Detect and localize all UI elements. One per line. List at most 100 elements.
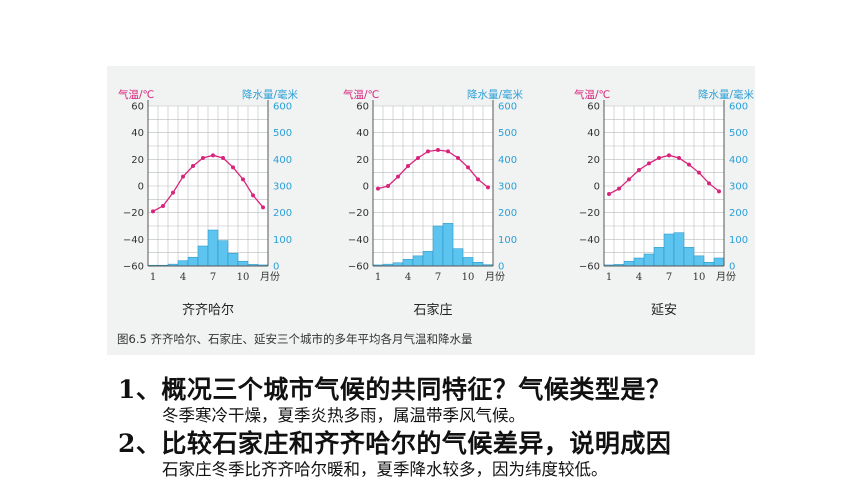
month-unit: 月份 xyxy=(260,271,280,283)
temperature-point xyxy=(261,205,265,210)
temp-tick: 0 xyxy=(594,182,600,193)
precip-tick: 500 xyxy=(498,128,517,139)
question-2: 2、比较石家庄和齐齐哈尔的气候差异，说明成因 xyxy=(118,429,672,458)
precip-tick: 400 xyxy=(273,155,292,166)
precip-bar xyxy=(663,233,675,267)
temperature-point xyxy=(386,184,390,188)
precip-bar xyxy=(693,255,705,267)
temp-tick: 60 xyxy=(587,102,600,113)
month-tick: 4 xyxy=(636,272,642,283)
temperature-point xyxy=(687,162,691,167)
temperature-point xyxy=(416,156,420,160)
temp-tick: 0 xyxy=(363,182,369,193)
month-tick: 7 xyxy=(435,272,441,283)
temperature-point xyxy=(376,186,380,191)
precip-tick: 300 xyxy=(273,182,292,193)
temperature-point xyxy=(241,177,245,182)
precip-tick: 400 xyxy=(729,155,748,166)
temperature-point xyxy=(617,186,621,191)
precip-bar xyxy=(237,260,249,267)
temp-tick: 60 xyxy=(131,102,144,113)
precip-axis-label: 降水量/毫米 xyxy=(698,88,755,101)
temperature-point xyxy=(406,164,410,168)
climate-charts: 气温/℃ 降水量/毫米6040200−20−40−6060050040030020… xyxy=(118,88,755,318)
precip-bar xyxy=(227,252,239,267)
climate-figure: 气温/℃ 降水量/毫米 60 40 20 0 −20 −40 −60 600 500 400 300 20… xyxy=(107,66,755,355)
precip-tick: 400 xyxy=(498,155,517,166)
precip-tick: 200 xyxy=(273,208,292,219)
temp-tick: −60 xyxy=(348,262,369,273)
precip-bar xyxy=(442,223,454,267)
precip-tick: 500 xyxy=(273,128,292,139)
question-1: 1、概况三个城市气候的共同特征？气候类型是？ xyxy=(118,375,672,404)
temperature-point xyxy=(151,209,155,214)
precip-bar xyxy=(623,260,635,267)
precip-tick: 200 xyxy=(498,208,517,219)
temperature-point xyxy=(647,161,651,166)
temp-tick: −20 xyxy=(348,208,369,219)
temperature-point xyxy=(396,174,400,179)
precip-tick: 600 xyxy=(729,102,748,113)
precip-bar xyxy=(452,248,464,267)
temperature-line xyxy=(152,154,264,212)
temperature-point xyxy=(456,156,460,160)
temperature-point xyxy=(657,156,661,160)
temperature-point xyxy=(637,168,641,172)
month-tick: 10 xyxy=(462,272,475,283)
month-tick: 10 xyxy=(693,272,706,283)
precip-bar xyxy=(217,240,229,267)
temp-tick: −40 xyxy=(123,235,144,246)
precip-tick: 600 xyxy=(498,102,517,113)
precip-tick: 0 xyxy=(729,262,735,273)
temp-tick: −40 xyxy=(579,235,600,246)
month-tick: 4 xyxy=(180,272,186,283)
temperature-point xyxy=(697,170,701,175)
precip-bar xyxy=(472,262,484,267)
precip-bar xyxy=(177,260,189,267)
temperature-point xyxy=(191,164,195,168)
temperature-point xyxy=(426,149,430,154)
precip-tick: 100 xyxy=(273,235,292,246)
temperature-point xyxy=(667,153,671,158)
temp-tick: 40 xyxy=(356,128,369,139)
temperature-point xyxy=(486,185,490,190)
temp-axis-label: 气温/℃ xyxy=(343,88,379,101)
temp-tick: 20 xyxy=(587,155,600,166)
precip-bar xyxy=(412,255,424,267)
temperature-point xyxy=(201,156,205,160)
precip-bar xyxy=(713,257,725,267)
month-tick: 1 xyxy=(150,272,156,283)
city-name: 齐齐哈尔 xyxy=(182,302,234,318)
temperature-line xyxy=(608,154,720,195)
temperature-point xyxy=(707,181,711,186)
precip-bar xyxy=(422,251,434,267)
temperature-line xyxy=(377,149,489,190)
month-tick: 10 xyxy=(237,272,250,283)
month-unit: 月份 xyxy=(485,271,505,283)
precip-tick: 0 xyxy=(498,262,504,273)
temperature-point xyxy=(251,193,255,198)
month-tick: 1 xyxy=(606,272,612,283)
temp-tick: 20 xyxy=(356,155,369,166)
temp-tick: −20 xyxy=(123,208,144,219)
month-tick: 4 xyxy=(405,272,411,283)
temperature-point xyxy=(446,149,450,154)
temperature-point xyxy=(476,177,480,182)
city-name: 石家庄 xyxy=(413,302,452,318)
temperature-point xyxy=(607,192,611,196)
temperature-point xyxy=(231,165,235,170)
precip-bar xyxy=(187,256,199,267)
temp-tick: 0 xyxy=(138,182,144,193)
precip-tick: 500 xyxy=(729,128,748,139)
answer-2: 石家庄冬季比齐齐哈尔暖和，夏季降水较多，因为纬度较低。 xyxy=(162,460,608,479)
precip-tick: 300 xyxy=(729,182,748,193)
precip-bar xyxy=(197,245,209,267)
precip-bar xyxy=(402,259,414,267)
temp-axis-label: 气温/℃ xyxy=(574,88,610,101)
temperature-point xyxy=(221,156,225,160)
temperature-point xyxy=(466,165,470,170)
temperature-point xyxy=(436,148,440,152)
precip-bar xyxy=(653,247,665,267)
precip-bar xyxy=(633,257,645,267)
temp-tick: −40 xyxy=(348,235,369,246)
